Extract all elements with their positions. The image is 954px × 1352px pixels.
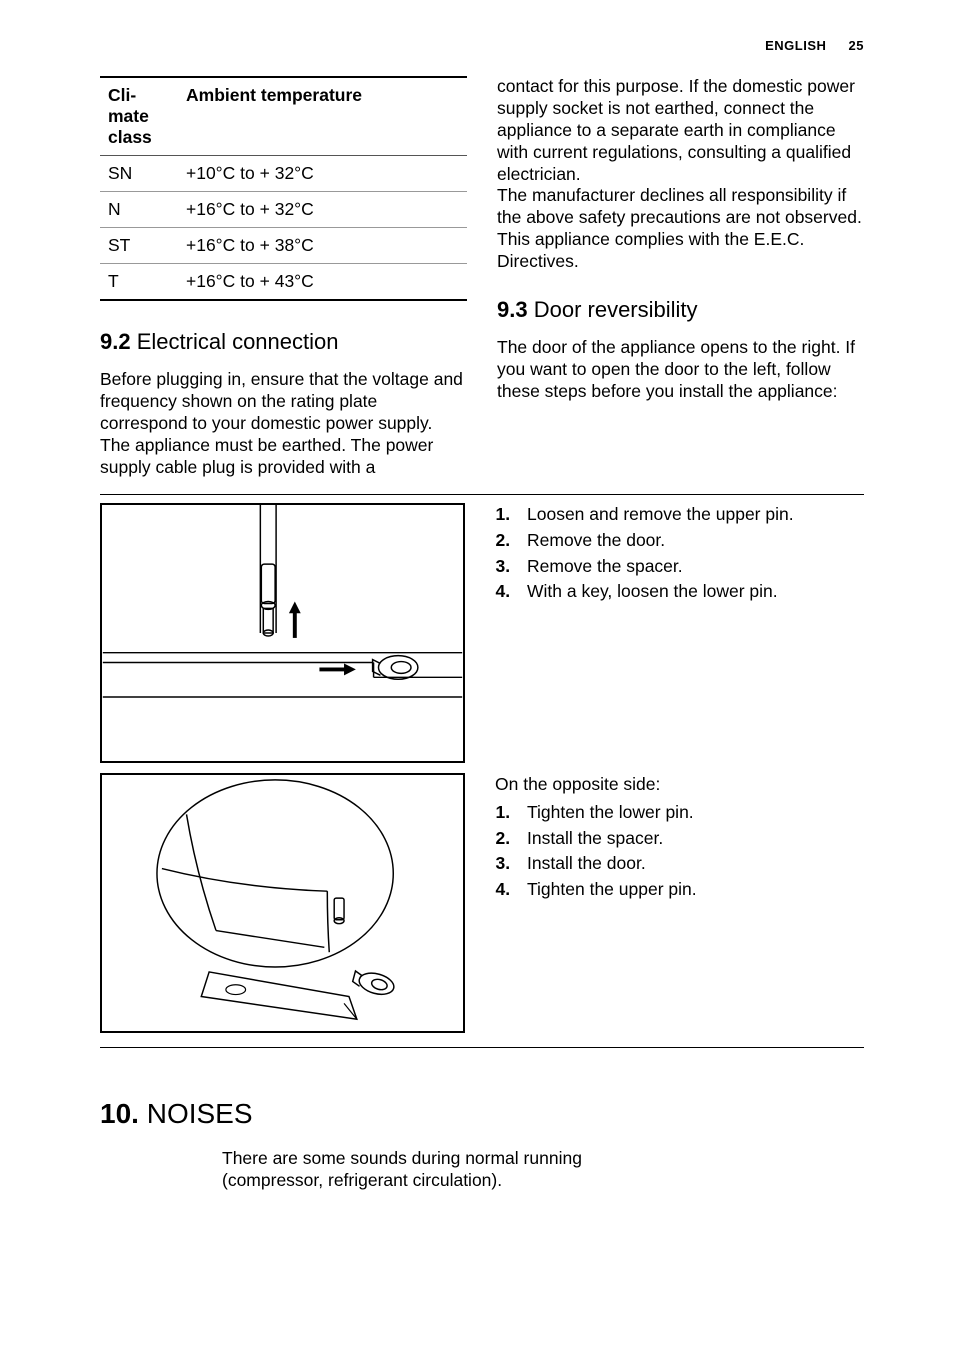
section-num: 9.3	[497, 297, 528, 322]
section-title: NOISES	[139, 1098, 253, 1129]
section-num: 10.	[100, 1098, 139, 1129]
paragraph: The door of the appliance opens to the r…	[497, 337, 864, 403]
divider	[100, 1047, 864, 1048]
right-column: contact for this purpose. If the domesti…	[497, 76, 864, 478]
list-item: With a key, loosen the lower pin.	[515, 580, 864, 604]
section-9-2-heading: 9.2 Electrical connection	[100, 329, 467, 355]
instructions-list-1: Loosen and remove the upper pin. Remove …	[495, 503, 864, 763]
list-item: Install the spacer.	[515, 827, 864, 851]
header-lang: ENGLISH	[765, 38, 826, 53]
list-intro: On the opposite side:	[495, 773, 864, 797]
figure-lower-pin	[100, 773, 465, 1033]
table-cell: +16°C to + 43°C	[178, 264, 467, 301]
paragraph: contact for this purpose. If the domesti…	[497, 76, 864, 185]
list-item: Remove the door.	[515, 529, 864, 553]
page-header: ENGLISH 25	[765, 38, 864, 53]
table-row: T +16°C to + 43°C	[100, 264, 467, 301]
section-title: Door reversibility	[528, 297, 698, 322]
figure-upper-pin	[100, 503, 465, 763]
table-cell: ST	[100, 228, 178, 264]
table-header-climate: Cli­mate class	[100, 77, 178, 156]
header-page-num: 25	[849, 38, 864, 53]
paragraph: Before plugging in, ensure that the volt…	[100, 369, 467, 435]
paragraph: There are some sounds during normal runn…	[222, 1148, 592, 1192]
table-row: N +16°C to + 32°C	[100, 192, 467, 228]
table-cell: +10°C to + 32°C	[178, 156, 467, 192]
instructions-list-2: On the opposite side: Tighten the lower …	[495, 773, 864, 1033]
table-row: SN +10°C to + 32°C	[100, 156, 467, 192]
left-column: Cli­mate class Ambient temperature SN +1…	[100, 76, 467, 478]
list-item: Loosen and remove the upper pin.	[515, 503, 864, 527]
table-cell: SN	[100, 156, 178, 192]
section-num: 9.2	[100, 329, 131, 354]
two-column-content: Cli­mate class Ambient temperature SN +1…	[100, 76, 864, 478]
list-item: Tighten the upper pin.	[515, 878, 864, 902]
table-cell: N	[100, 192, 178, 228]
figure-step-2: On the opposite side: Tighten the lower …	[100, 773, 864, 1033]
paragraph: This appliance complies with the E.E.C. …	[497, 229, 864, 273]
table-header-temp: Ambient temperature	[178, 77, 467, 156]
list-item: Remove the spacer.	[515, 555, 864, 579]
table-row: ST +16°C to + 38°C	[100, 228, 467, 264]
paragraph: The manufacturer declines all responsibi…	[497, 185, 864, 229]
list-item: Tighten the lower pin.	[515, 801, 864, 825]
figure-step-1: Loosen and remove the upper pin. Remove …	[100, 503, 864, 763]
lower-pin-diagram	[102, 775, 463, 1031]
table-cell: T	[100, 264, 178, 301]
section-title: Electrical connection	[131, 329, 339, 354]
table-header-row: Cli­mate class Ambient temperature	[100, 77, 467, 156]
upper-pin-diagram	[102, 505, 463, 761]
section-9-3-heading: 9.3 Door reversibility	[497, 297, 864, 323]
table-cell: +16°C to + 38°C	[178, 228, 467, 264]
table-cell: +16°C to + 32°C	[178, 192, 467, 228]
list-item: Install the door.	[515, 852, 864, 876]
climate-table: Cli­mate class Ambient temperature SN +1…	[100, 76, 467, 301]
paragraph: The appliance must be earthed. The pow­e…	[100, 435, 467, 479]
section-10-heading: 10. NOISES	[100, 1098, 864, 1130]
divider	[100, 494, 864, 495]
